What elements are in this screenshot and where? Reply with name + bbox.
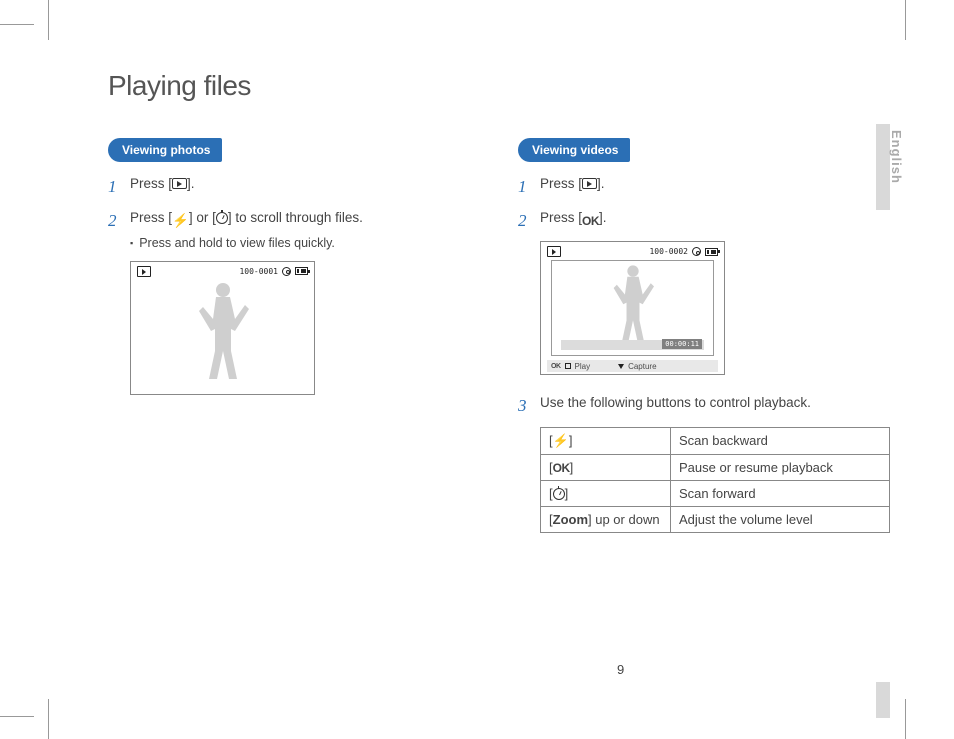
crop-mark xyxy=(48,0,49,40)
column-photos: Viewing photos 1 Press []. 2 Press [⚡] o… xyxy=(108,138,478,533)
step-2-videos: 2 Press [OK]. xyxy=(518,208,888,234)
table-row: [OK] Pause or resume playback xyxy=(541,454,890,480)
battery-icon xyxy=(705,248,718,256)
crop-mark xyxy=(905,0,906,40)
ok-icon: OK xyxy=(553,461,570,475)
crop-mark xyxy=(48,699,49,739)
step-2-photos: 2 Press [⚡] or [ ] to scroll through file… xyxy=(108,208,478,253)
step-text: Press [ xyxy=(540,176,582,191)
screenshot-video-view: 100-0002 00:00:11 OK xyxy=(540,241,725,375)
section-heading-videos: Viewing videos xyxy=(518,138,630,162)
control-key: [] xyxy=(541,480,671,506)
control-key: [Zoom] up or down xyxy=(541,506,671,532)
timecode: 00:00:11 xyxy=(662,339,702,349)
step-number: 2 xyxy=(108,208,130,253)
step-1-videos: 1 Press []. xyxy=(518,174,888,200)
control-desc: Adjust the volume level xyxy=(671,506,890,532)
step-text: Press [ xyxy=(540,210,582,225)
timer-icon xyxy=(553,488,565,500)
controls-table: [⚡] Scan backward [OK] Pause or resume p… xyxy=(540,427,890,533)
step-text: ]. xyxy=(597,176,605,191)
step-3-videos: 3 Use the following buttons to control p… xyxy=(518,393,888,419)
step-number: 1 xyxy=(108,174,130,200)
playback-icon xyxy=(547,246,561,257)
table-row: [Zoom] up or down Adjust the volume leve… xyxy=(541,506,890,532)
step-text: Press [ xyxy=(130,176,172,191)
language-tab: English xyxy=(889,130,904,184)
step-number: 3 xyxy=(518,393,540,419)
table-row: [⚡] Scan backward xyxy=(541,427,890,454)
section-heading-photos: Viewing photos xyxy=(108,138,222,162)
page-number: 9 xyxy=(617,662,624,677)
step-number: 2 xyxy=(518,208,540,234)
timer-icon xyxy=(216,212,228,224)
capture-label: Capture xyxy=(628,362,656,371)
screenshot-photo-view: 100-0001 xyxy=(130,261,315,395)
step-text: ] or [ xyxy=(189,210,216,225)
disc-icon xyxy=(282,267,291,276)
control-desc: Scan backward xyxy=(671,427,890,454)
step-1-photos: 1 Press []. xyxy=(108,174,478,200)
step-number: 1 xyxy=(518,174,540,200)
stop-icon xyxy=(565,363,571,369)
column-videos: Viewing videos 1 Press []. 2 Press [OK].… xyxy=(518,138,888,533)
control-key: [⚡] xyxy=(541,427,671,454)
disc-icon xyxy=(692,247,701,256)
ok-icon: OK xyxy=(551,363,561,370)
page-number-bar xyxy=(876,682,890,718)
shot-counter: 100-0002 xyxy=(649,247,688,256)
down-icon xyxy=(618,364,624,369)
step-text: Use the following buttons to control pla… xyxy=(540,393,888,419)
step-text: ] to scroll through files. xyxy=(228,210,363,225)
playback-icon xyxy=(582,178,597,189)
playback-icon xyxy=(137,266,151,277)
crop-mark xyxy=(0,24,34,25)
person-silhouette xyxy=(611,263,655,347)
control-desc: Scan forward xyxy=(671,480,890,506)
crop-mark xyxy=(905,699,906,739)
ok-icon: OK xyxy=(582,212,599,230)
play-label: Play xyxy=(575,362,591,371)
flash-icon: ⚡ xyxy=(553,433,569,448)
step-text: Press [ xyxy=(130,210,172,225)
table-row: [] Scan forward xyxy=(541,480,890,506)
page-title: Playing files xyxy=(108,70,888,102)
crop-mark xyxy=(0,716,34,717)
battery-icon xyxy=(295,267,308,275)
step-text: ]. xyxy=(599,210,607,225)
step-bullet: Press and hold to view files quickly. xyxy=(130,234,478,253)
person-silhouette xyxy=(196,280,250,384)
flash-icon: ⚡ xyxy=(172,211,189,231)
control-desc: Pause or resume playback xyxy=(671,454,890,480)
control-key: [OK] xyxy=(541,454,671,480)
shot-counter: 100-0001 xyxy=(239,267,278,276)
playback-icon xyxy=(172,178,187,189)
video-bottom-bar: OK Play Capture xyxy=(547,360,718,372)
step-text: ]. xyxy=(187,176,195,191)
